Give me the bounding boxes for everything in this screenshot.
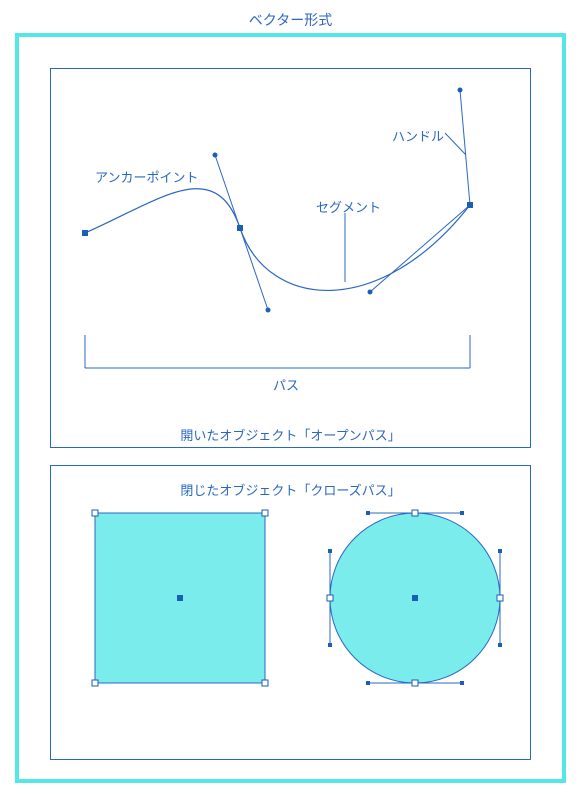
diagram-svg	[0, 0, 581, 800]
